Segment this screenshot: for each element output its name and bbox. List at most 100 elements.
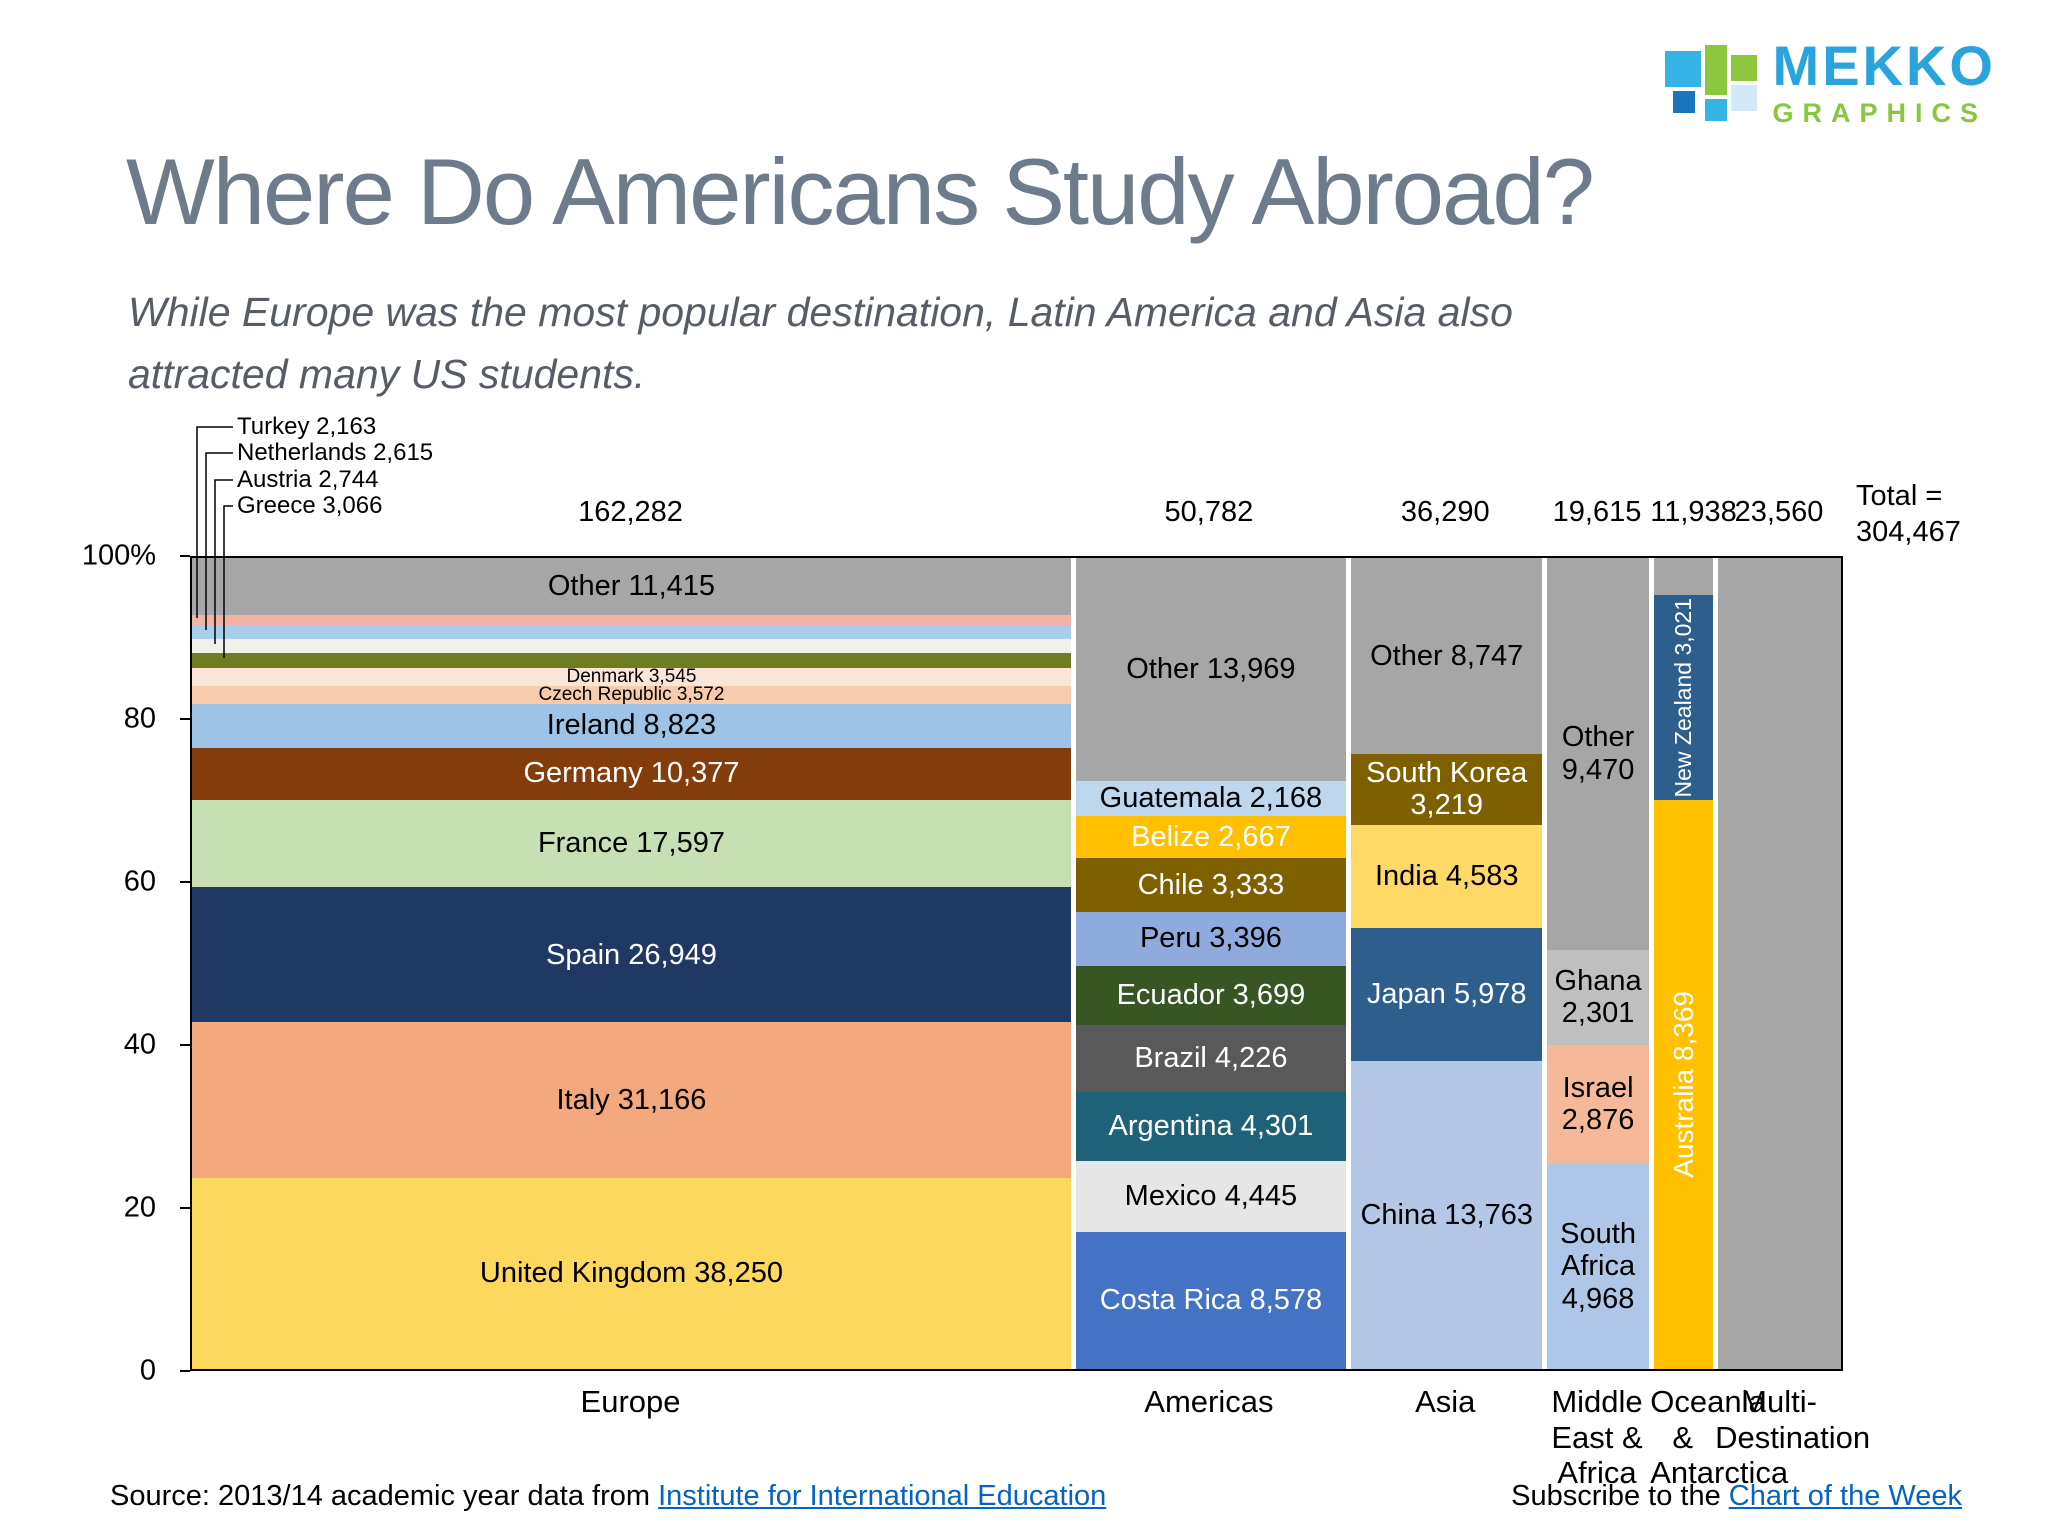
segment-americas-other: Other 13,969: [1075, 558, 1346, 782]
mekko-graphics-logo: MEKKO GRAPHICS: [1664, 38, 1996, 127]
segment-label-australia: Australia 8,369: [1667, 991, 1699, 1179]
segment-label-belize: Belize 2,667: [1131, 820, 1291, 853]
callout-austria: Austria 2,744: [237, 466, 379, 493]
axis-label-line: Oceania: [1650, 1384, 1766, 1419]
segment-europe-united-kingdom: United Kingdom 38,250: [192, 1177, 1071, 1369]
segment-label-chile: Chile 3,333: [1137, 868, 1285, 901]
segment-label-germany: Germany 10,377: [523, 757, 740, 790]
axis-label-line: Multi-: [1741, 1384, 1817, 1419]
logo-text-mekko: MEKKO: [1772, 34, 1996, 97]
source-link[interactable]: Institute for International Education: [658, 1480, 1107, 1512]
segment-americas-belize: Belize 2,667: [1075, 815, 1346, 859]
y-axis-tick-mark: [180, 1044, 190, 1046]
column-total-multi-destination: 23,560: [1734, 496, 1824, 528]
segment-label-ecuador: Ecuador 3,699: [1116, 979, 1306, 1012]
segment-europe-ireland: Ireland 8,823: [192, 703, 1071, 748]
subscribe-link[interactable]: Chart of the Week: [1728, 1480, 1962, 1512]
segment-asia-other: Other 8,747: [1350, 558, 1543, 754]
segment-label-mexico: Mexico 4,445: [1124, 1180, 1298, 1213]
axis-label-line: Africa: [1557, 1455, 1637, 1491]
segment-label-united-kingdom: United Kingdom 38,250: [479, 1257, 783, 1290]
y-axis-tick-mark: [180, 1370, 190, 1372]
column-total-asia: 36,290: [1400, 496, 1490, 528]
y-axis-tick-mark: [180, 718, 190, 720]
page-title: Where Do Americans Study Abroad?: [126, 139, 1595, 244]
segment-americas-ecuador: Ecuador 3,699: [1075, 965, 1346, 1025]
segment-europe-czech-republic: Czech Republic 3,572: [192, 684, 1071, 706]
segment-label-other: Other 8,747: [1370, 639, 1524, 672]
segment-label-other: Other 13,969: [1126, 653, 1296, 686]
column-middle-east-africa: South Africa 4,968 Israel 2,876 Ghana 2,30…: [1542, 558, 1649, 1369]
segment-label-china: China 13,763: [1360, 1198, 1533, 1231]
grand-total-label: Total = 304,467: [1856, 478, 1961, 551]
source-prefix: Source: 2013/14 academic year data from: [110, 1480, 659, 1512]
axis-label-asia: Asia: [1347, 1384, 1544, 1491]
footer: Source: 2013/14 academic year data from …: [110, 1480, 1962, 1513]
x-axis-labels-row: Europe Americas Asia Middle East & Africa Ocea…: [190, 1384, 1871, 1491]
segment-middle-east-africa-ghana: Ghana 2,301: [1547, 949, 1649, 1045]
y-axis-tick-label: 80: [123, 702, 156, 735]
segment-oceania-antarctica-other: [1653, 558, 1714, 596]
segment-label-argentina: Argentina 4,301: [1108, 1110, 1314, 1143]
segment-oceania-antarctica-new-zealand: New Zealand 3,021: [1653, 595, 1714, 801]
segment-label-czech-republic: Czech Republic 3,572: [538, 684, 725, 706]
segment-americas-mexico: Mexico 4,445: [1075, 1161, 1346, 1233]
segment-middle-east-africa-other: Other 9,470: [1547, 558, 1649, 950]
axis-label-line: Asia: [1415, 1384, 1476, 1419]
column-europe: United Kingdom 38,250 Italy 31,166 Spain 2…: [192, 558, 1071, 1369]
subscribe-prefix: Subscribe to the: [1511, 1480, 1729, 1512]
callout-netherlands: Netherlands 2,615: [237, 439, 434, 466]
mekko-logo-icon: [1664, 44, 1757, 121]
segment-americas-chile: Chile 3,333: [1075, 858, 1346, 912]
segment-europe-italy: Italy 31,166: [192, 1022, 1071, 1178]
axis-label-line: Destination: [1715, 1419, 1871, 1455]
segment-europe-greece: [192, 652, 1071, 669]
segment-europe-france: France 17,597: [192, 799, 1071, 888]
segment-asia-china: China 13,763: [1350, 1061, 1543, 1369]
y-axis-tick-label: 100%: [81, 539, 156, 572]
y-axis-tick-label: 0: [139, 1354, 156, 1387]
axis-label-line: Europe: [580, 1384, 681, 1419]
segment-label-ireland: Ireland 8,823: [546, 709, 717, 742]
axis-label-line: Americas: [1144, 1384, 1274, 1419]
axis-label-middle-east-africa: Middle East & Africa: [1544, 1384, 1650, 1491]
column-total-oceania-antarctica: 11,938: [1650, 496, 1737, 528]
grand-total-value: 304,467: [1856, 516, 1961, 549]
segment-europe-other: Other 11,415: [192, 558, 1071, 616]
segment-label-new-zealand: New Zealand 3,021: [1669, 598, 1696, 798]
segment-label-peru: Peru 3,396: [1139, 922, 1282, 955]
y-axis-tick-mark: [180, 555, 190, 557]
logo-text: MEKKO GRAPHICS: [1773, 38, 1996, 127]
grand-total-prefix: Total =: [1856, 480, 1943, 512]
segment-label-israel: Israel 2,876: [1561, 1071, 1635, 1137]
segment-asia-japan: Japan 5,978: [1350, 927, 1543, 1062]
segment-label-other: Other 9,470: [1561, 721, 1635, 786]
y-axis-tick-label: 60: [123, 865, 156, 898]
segment-label-costa-rica: Costa Rica 8,578: [1099, 1284, 1323, 1317]
axis-label-line: East &: [1551, 1419, 1643, 1455]
y-axis-tick-label: 40: [123, 1028, 156, 1061]
callout-greece: Greece 3,066: [237, 492, 383, 519]
axis-label-multi-destination: Multi- Destination: [1715, 1384, 1871, 1491]
axis-label-americas: Americas: [1071, 1384, 1347, 1491]
segment-middle-east-africa-south-africa: South Africa 4,968: [1547, 1163, 1649, 1369]
axis-label-line: Middle: [1551, 1384, 1643, 1419]
y-axis: 100% 80 60 40 20 0: [0, 540, 190, 1387]
column-totals-row: 162,282 50,782 36,290 19,615 11,938 23,560: [190, 496, 1843, 529]
subtitle-line-1: While Europe was the most popular destin…: [128, 289, 1513, 335]
segment-oceania-antarctica-australia: Australia 8,369: [1653, 800, 1714, 1369]
column-oceania-antarctica: Australia 8,369 New Zealand 3,021: [1648, 558, 1714, 1369]
axis-label-line: &: [1672, 1419, 1693, 1455]
segment-label-south-korea: South Korea 3,219: [1366, 757, 1528, 822]
subtitle: While Europe was the most popular destin…: [128, 282, 1513, 405]
axis-label-oceania-antarctica: Oceania & Antarctica: [1650, 1384, 1788, 1491]
segment-asia-south-korea: South Korea 3,219: [1350, 753, 1543, 826]
segment-label-france: France 17,597: [537, 827, 725, 860]
segment-americas-brazil: Brazil 4,226: [1075, 1024, 1346, 1093]
segment-multi-destination-multi-destination: [1718, 558, 1841, 1369]
segment-label-denmark: Denmark 3,545: [566, 666, 697, 688]
logo-text-graphics: GRAPHICS: [1772, 98, 1988, 128]
segment-europe-germany: Germany 10,377: [192, 747, 1071, 800]
segment-label-guatemala: Guatemala 2,168: [1099, 782, 1323, 815]
